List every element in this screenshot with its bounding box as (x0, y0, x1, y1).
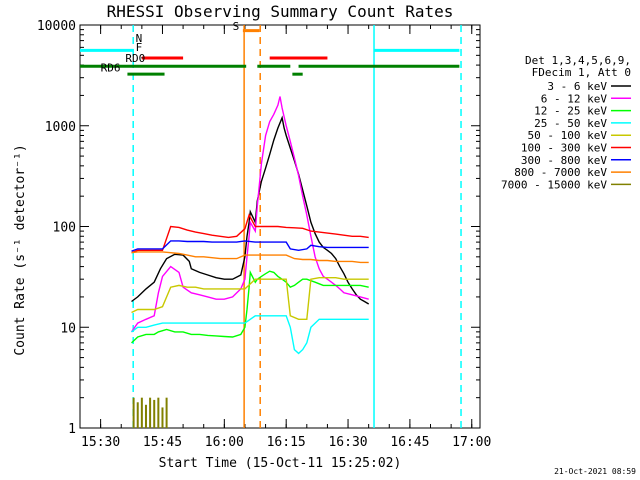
legend-header: Det 1,3,4,5,6,9, (525, 54, 631, 67)
legend-label: 300 - 800 keV (521, 154, 607, 167)
x-tick-label: 15:45 (143, 435, 182, 450)
y-tick-label: 10 (60, 321, 76, 336)
series-line (131, 251, 369, 264)
x-tick-label: 15:30 (81, 435, 120, 450)
series-line (131, 115, 370, 305)
flag-label: N (136, 32, 143, 45)
x-tick-label: 16:45 (390, 435, 429, 450)
legend-label: 25 - 50 keV (534, 117, 607, 130)
series-line (131, 315, 369, 355)
flag-label: RD6 (101, 62, 121, 75)
series-line (131, 240, 369, 252)
y-tick-label: 1000 (45, 120, 76, 135)
legend-label: 800 - 7000 keV (514, 166, 607, 179)
footer-date: 21-Oct-2021 08:59 (554, 467, 636, 476)
y-axis-label: Count Rate (s⁻¹ detector⁻¹) (13, 144, 28, 355)
x-tick-label: 16:15 (267, 435, 306, 450)
y-tick-label: 100 (53, 221, 76, 236)
legend-label: 100 - 300 keV (521, 142, 607, 155)
x-axis-label: Start Time (15-Oct-11 15:25:02) (159, 456, 402, 471)
flag-label: S (233, 20, 240, 33)
series-line (131, 213, 369, 254)
x-tick-label: 16:00 (205, 435, 244, 450)
plot-area: 1 10 100 1000 10000 15:30 15:45 16:00 16:15 16:30… (37, 19, 491, 450)
x-tick-label: 17:00 (452, 435, 491, 450)
flag-label: F (136, 41, 143, 54)
series-line (131, 277, 369, 320)
series-line (131, 269, 369, 344)
legend-label: 6 - 12 keV (541, 92, 608, 105)
y-tick-label: 10000 (37, 19, 76, 34)
legend: Det 1,3,4,5,6,9,FDecim 1, Att 03 - 6 keV… (501, 54, 631, 191)
flag-label: RD0 (125, 52, 145, 65)
chart-title: RHESSI Observing Summary Count Rates (107, 2, 454, 21)
legend-label: 3 - 6 keV (547, 80, 607, 93)
legend-header: FDecim 1, Att 0 (532, 66, 631, 79)
legend-label: 12 - 25 keV (534, 105, 607, 118)
legend-label: 7000 - 15000 keV (501, 178, 607, 191)
y-tick-label: 1 (68, 422, 76, 437)
x-tick-label: 16:30 (328, 435, 367, 450)
legend-label: 50 - 100 keV (528, 129, 608, 142)
